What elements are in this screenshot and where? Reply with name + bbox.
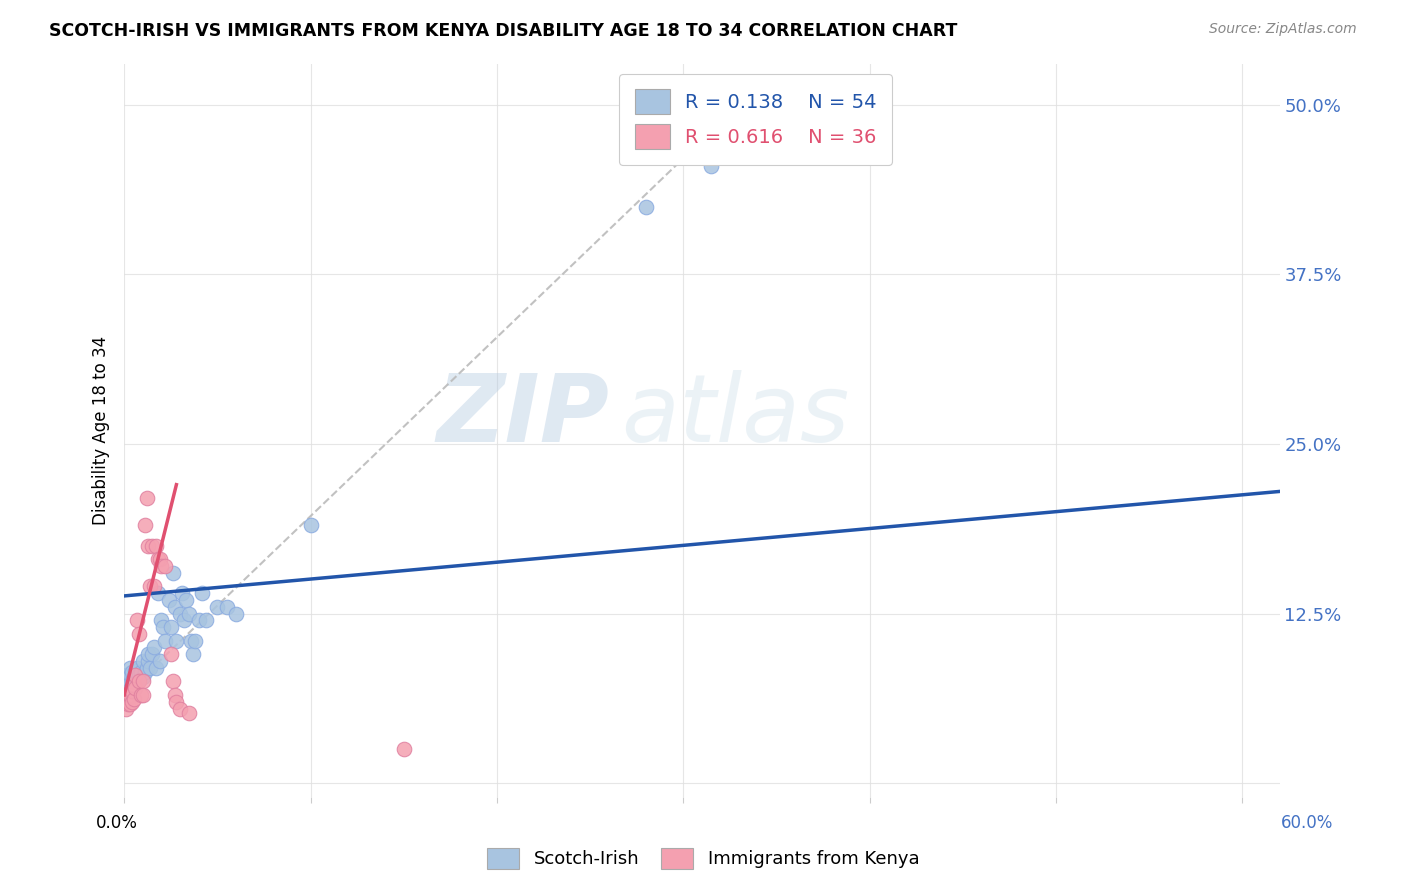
Point	[195, 613, 218, 627]
Point	[132, 688, 155, 702]
Point	[122, 670, 145, 684]
Point	[115, 667, 138, 681]
Point	[139, 579, 162, 593]
Point	[138, 539, 160, 553]
Text: SCOTCH-IRISH VS IMMIGRANTS FROM KENYA DISABILITY AGE 18 TO 34 CORRELATION CHART: SCOTCH-IRISH VS IMMIGRANTS FROM KENYA DI…	[49, 22, 957, 40]
Point	[180, 633, 202, 648]
Point	[115, 695, 138, 709]
Point	[162, 674, 184, 689]
Point	[115, 701, 138, 715]
Point	[118, 674, 141, 689]
Point	[170, 586, 193, 600]
Point	[169, 607, 191, 621]
Point	[118, 698, 141, 712]
Point	[145, 539, 167, 553]
Point	[149, 552, 172, 566]
Point	[152, 620, 174, 634]
Point	[169, 701, 191, 715]
Point	[155, 559, 177, 574]
Point	[225, 607, 247, 621]
Point	[155, 633, 177, 648]
Point	[117, 692, 139, 706]
Point	[118, 688, 141, 702]
Point	[128, 674, 150, 689]
Point	[179, 706, 201, 720]
Point	[187, 613, 209, 627]
Point	[135, 661, 157, 675]
Point	[121, 695, 143, 709]
Point	[121, 684, 143, 698]
Point	[157, 593, 180, 607]
Point	[165, 695, 187, 709]
Point	[207, 599, 229, 614]
Text: atlas: atlas	[621, 370, 849, 461]
Point	[134, 518, 156, 533]
Legend: R = 0.138    N = 54, R = 0.616    N = 36: R = 0.138 N = 54, R = 0.616 N = 36	[619, 74, 893, 165]
Point	[146, 586, 169, 600]
Text: 60.0%: 60.0%	[1281, 814, 1333, 831]
Point	[134, 665, 156, 679]
Point	[159, 647, 181, 661]
Point	[173, 613, 195, 627]
Point	[634, 200, 657, 214]
Point	[122, 678, 145, 692]
Point	[121, 665, 143, 679]
Point	[163, 599, 186, 614]
Point	[127, 674, 149, 689]
Point	[191, 586, 214, 600]
Point	[118, 661, 141, 675]
Point	[162, 566, 184, 580]
Point	[127, 613, 149, 627]
Point	[122, 692, 145, 706]
Point	[128, 627, 150, 641]
Point	[179, 607, 201, 621]
Point	[129, 665, 152, 679]
Point	[138, 647, 160, 661]
Point	[184, 633, 207, 648]
Point	[299, 518, 322, 533]
Point	[132, 674, 155, 689]
Point	[141, 539, 163, 553]
Point	[143, 640, 166, 655]
Point	[124, 681, 146, 695]
Point	[215, 599, 238, 614]
Point	[118, 667, 141, 681]
Text: 0.0%: 0.0%	[96, 814, 138, 831]
Point	[145, 661, 167, 675]
Point	[141, 647, 163, 661]
Point	[159, 620, 181, 634]
Point	[700, 159, 723, 173]
Point	[392, 742, 415, 756]
Point	[128, 667, 150, 681]
Point	[117, 674, 139, 689]
Point	[181, 647, 204, 661]
Point	[165, 633, 187, 648]
Y-axis label: Disability Age 18 to 34: Disability Age 18 to 34	[93, 335, 110, 525]
Point	[132, 670, 155, 684]
Point	[150, 613, 173, 627]
Point	[149, 654, 172, 668]
Point	[122, 674, 145, 689]
Point	[143, 579, 166, 593]
Point	[146, 552, 169, 566]
Text: Source: ZipAtlas.com: Source: ZipAtlas.com	[1209, 22, 1357, 37]
Point	[127, 661, 149, 675]
Point	[117, 667, 139, 681]
Legend: Scotch-Irish, Immigrants from Kenya: Scotch-Irish, Immigrants from Kenya	[479, 840, 927, 876]
Point	[124, 667, 146, 681]
Point	[150, 559, 173, 574]
Point	[115, 674, 138, 689]
Point	[129, 688, 152, 702]
Point	[124, 664, 146, 678]
Point	[163, 688, 186, 702]
Point	[132, 654, 155, 668]
Text: ZIP: ZIP	[437, 370, 609, 462]
Point	[135, 491, 157, 506]
Point	[138, 654, 160, 668]
Point	[139, 661, 162, 675]
Point	[174, 593, 197, 607]
Point	[121, 674, 143, 689]
Point	[124, 667, 146, 681]
Point	[117, 698, 139, 712]
